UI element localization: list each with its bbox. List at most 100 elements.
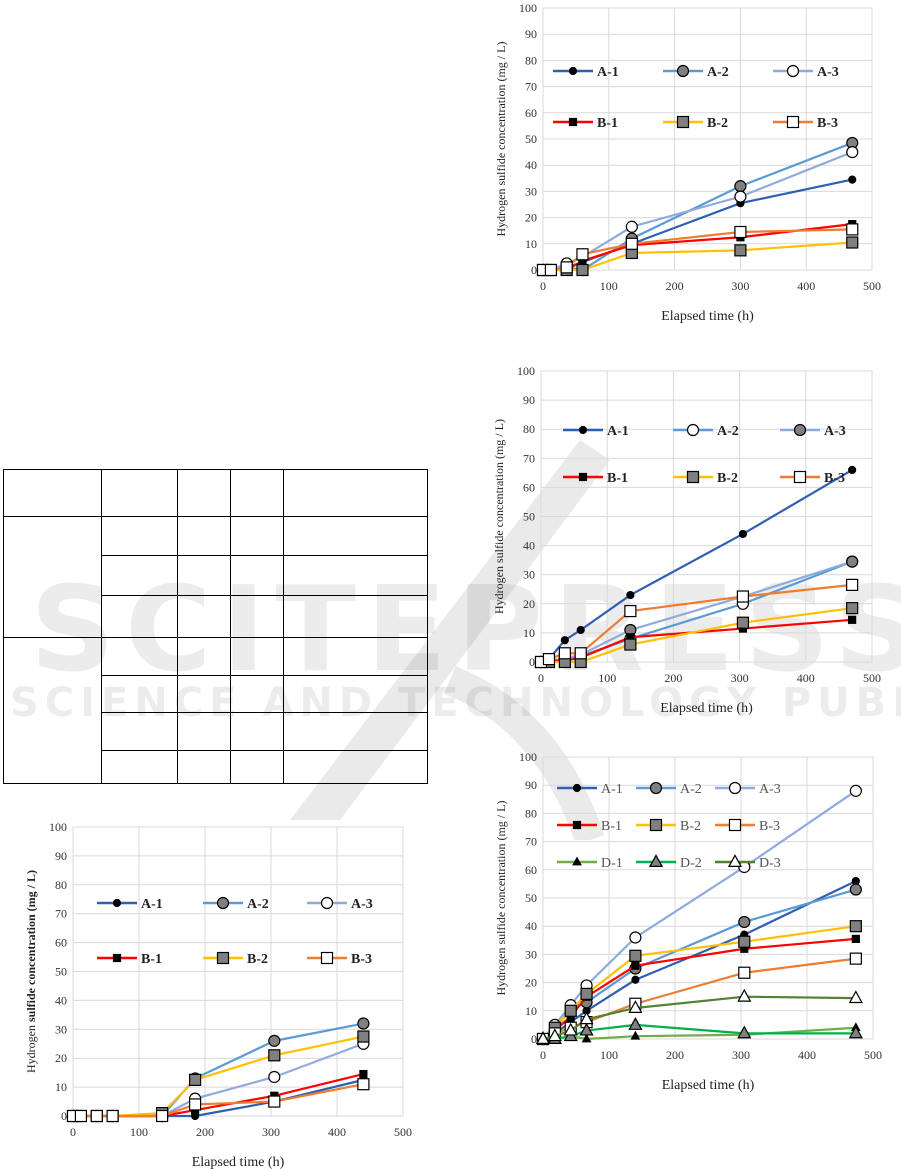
legend-item: A-1 — [557, 782, 623, 797]
x-tick-label: 500 — [394, 1125, 412, 1139]
data-point — [357, 1078, 370, 1091]
series-B-3 — [66, 1078, 370, 1123]
legend-label: B-1 — [597, 116, 618, 131]
x-tick-label: 100 — [130, 1125, 148, 1139]
x-tick-label: 300 — [732, 1048, 750, 1062]
data-point — [628, 1017, 643, 1030]
x-axis-label: Elapsed time (h) — [192, 1155, 285, 1169]
legend-label: D-3 — [759, 856, 781, 871]
data-point — [734, 180, 747, 193]
data-point — [156, 1109, 169, 1123]
legend-label: A-1 — [601, 782, 623, 797]
legend-marker — [648, 854, 664, 868]
y-tick-label: 100 — [519, 1, 537, 15]
data-point — [576, 263, 589, 277]
legend-marker — [793, 423, 807, 437]
x-tick-label: 0 — [538, 671, 544, 685]
legend-marker — [112, 898, 122, 908]
legend-marker — [578, 472, 588, 482]
legend-item: A-1 — [563, 424, 629, 439]
data-point — [849, 784, 862, 797]
data-point — [581, 1033, 592, 1043]
y-tick-label: 90 — [55, 849, 67, 863]
data-point — [576, 248, 589, 261]
data-point — [846, 223, 859, 236]
y-tick-label: 60 — [523, 480, 535, 494]
legend-label: A-1 — [607, 424, 629, 439]
y-tick-label: 40 — [525, 919, 537, 933]
legend-label: A-1 — [597, 65, 619, 80]
series-line — [73, 1073, 364, 1118]
legend-label: B-3 — [759, 819, 780, 834]
legend-marker — [320, 896, 334, 910]
legend-item: B-1 — [557, 819, 622, 834]
data-point — [357, 1017, 370, 1030]
legend-item: A-2 — [663, 64, 729, 80]
legend-label: B-3 — [351, 952, 372, 967]
table-cell — [230, 516, 284, 556]
legend-marker — [572, 820, 582, 830]
y-tick-label: 90 — [523, 393, 535, 407]
legend-label: A-3 — [817, 65, 839, 80]
data-point — [268, 1095, 281, 1108]
data-point — [624, 604, 637, 618]
chart-2: 0 10 20 30 40 50 60 70 80 90 100 0 100 200 300 400 500 El… — [492, 364, 881, 716]
legend-marker — [676, 115, 690, 129]
x-tick-label: 200 — [666, 1048, 684, 1062]
table-cell — [283, 595, 428, 638]
y-tick-label: 50 — [525, 132, 537, 146]
data-point — [579, 1022, 594, 1036]
data-point — [560, 636, 569, 645]
plot-area — [72, 826, 404, 1117]
legend-label: A-2 — [717, 424, 739, 439]
y-tick-label: 60 — [55, 936, 67, 950]
data-table — [3, 469, 428, 784]
legend-item: D-3 — [715, 854, 781, 871]
y-tick-label: 70 — [525, 835, 537, 849]
y-tick-label: 60 — [525, 106, 537, 120]
legend-item: B-3 — [307, 951, 372, 967]
legend-item: B-2 — [663, 115, 728, 131]
legend-marker — [649, 781, 663, 795]
chart-4: 0 10 20 30 40 50 60 70 80 90 100 0 100 200 300 400 500 El… — [24, 820, 412, 1169]
legend-marker — [686, 423, 700, 437]
y-axis-label: Hydrogen sulfide concentration (mg / L) — [494, 801, 508, 996]
series-line — [73, 1022, 364, 1118]
x-tick-label: 200 — [664, 671, 682, 685]
legend-label: A-2 — [707, 65, 729, 80]
y-tick-label: 0 — [529, 655, 535, 669]
data-point — [631, 961, 640, 970]
legend-item: A-3 — [780, 423, 846, 439]
x-tick-label: 100 — [600, 279, 618, 293]
data-point — [849, 883, 862, 896]
y-tick-label: 0 — [61, 1109, 67, 1123]
y-tick-label: 10 — [523, 626, 535, 640]
x-tick-label: 300 — [262, 1125, 280, 1139]
x-tick-label: 100 — [598, 671, 616, 685]
legend-item: A-3 — [773, 64, 839, 80]
x-tick-label: 400 — [798, 1048, 816, 1062]
y-tick-label: 30 — [55, 1022, 67, 1036]
y-tick-label: 80 — [525, 53, 537, 67]
data-point — [738, 915, 751, 929]
legend-marker — [786, 64, 800, 78]
table-cell — [101, 595, 178, 638]
data-point — [357, 1030, 370, 1043]
x-tick-label: 400 — [328, 1125, 346, 1139]
x-tick-label: 200 — [196, 1125, 214, 1139]
legend-item: B-3 — [773, 115, 838, 131]
legend-item: B-1 — [563, 471, 628, 486]
data-point — [629, 949, 642, 962]
y-tick-label: 20 — [523, 597, 535, 611]
table-cell — [283, 750, 428, 784]
series-B-3 — [534, 578, 859, 669]
y-tick-label: 90 — [525, 778, 537, 792]
legend-item: B-3 — [715, 818, 780, 834]
legend-marker — [786, 115, 800, 129]
y-tick-label: 20 — [525, 211, 537, 225]
series-D-3 — [535, 988, 863, 1045]
y-axis-label: Hydrogen sulfide concentration (mg / L) — [24, 870, 38, 1073]
table-cell — [177, 675, 231, 713]
data-point — [734, 190, 747, 203]
data-point — [737, 988, 752, 1002]
